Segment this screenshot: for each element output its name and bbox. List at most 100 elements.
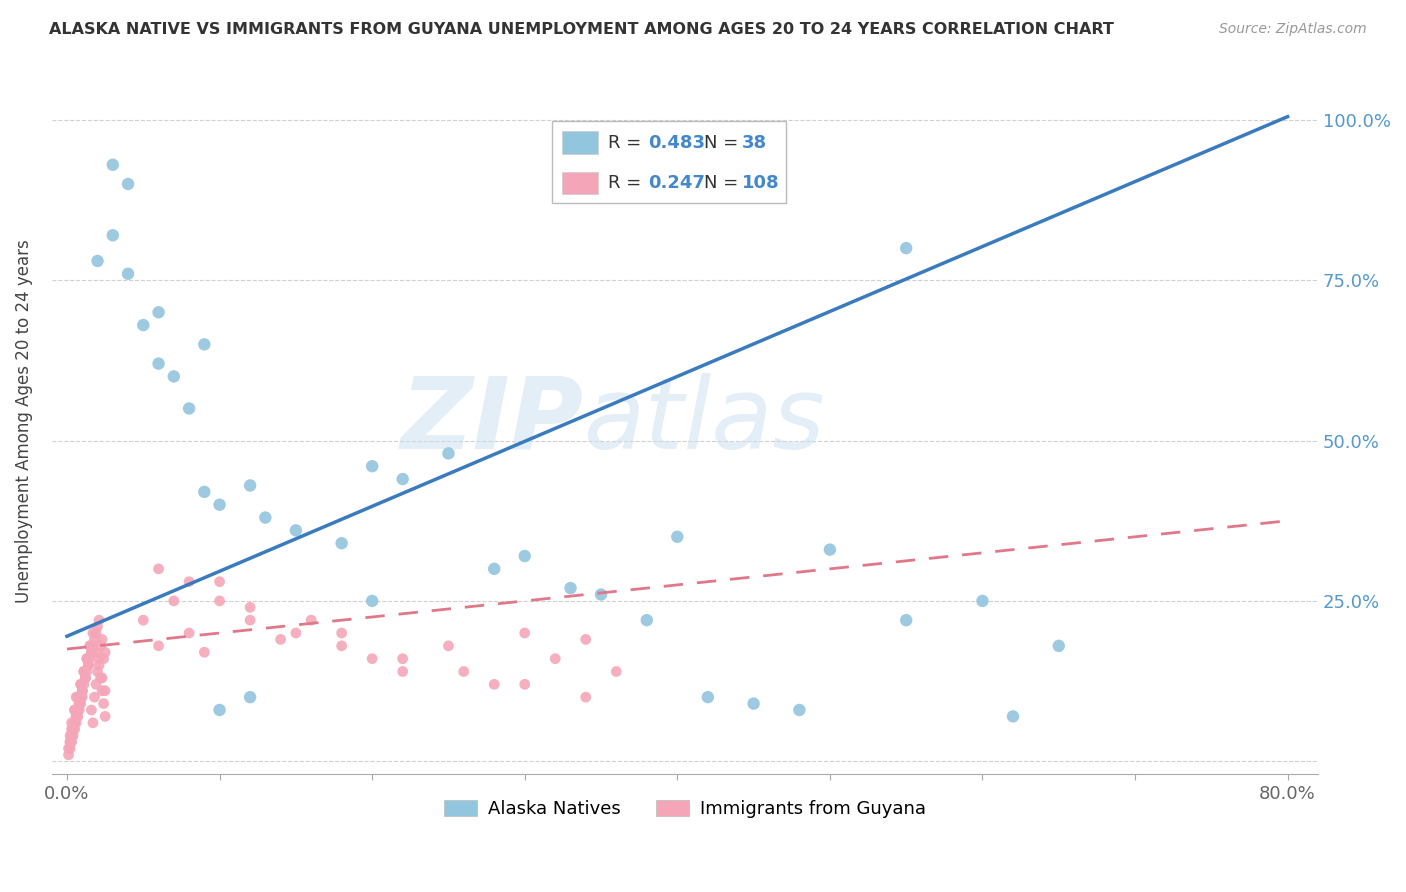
Point [87,613,110,627]
FancyBboxPatch shape [562,171,598,194]
Point [193,337,215,351]
Point [101,228,124,243]
Point [84,677,107,691]
Point [94,709,117,723]
Point [330,536,353,550]
Point [66,709,89,723]
Point [208,498,231,512]
Point [59,735,82,749]
Point [636,613,658,627]
Point [73,677,96,691]
Point [59,741,82,756]
Point [94,683,117,698]
Point [83,632,105,647]
Point [59,735,82,749]
Point [896,241,918,255]
Point [484,677,506,691]
Point [75,671,97,685]
Point [72,690,94,705]
Point [77,658,100,673]
Point [82,639,104,653]
Point [391,651,413,665]
Text: atlas: atlas [583,373,825,470]
Point [82,626,104,640]
Text: N =: N = [704,174,744,192]
Point [76,665,98,679]
Point [93,651,115,665]
Point [67,697,90,711]
Point [91,632,114,647]
Point [284,524,307,538]
Point [62,729,84,743]
Point [437,446,460,460]
Point [330,639,353,653]
Point [513,626,536,640]
Point [90,671,112,685]
Point [513,677,536,691]
Point [177,401,200,416]
Text: Source: ZipAtlas.com: Source: ZipAtlas.com [1219,22,1367,37]
Point [91,671,114,685]
Point [132,613,155,627]
Point [239,690,262,705]
Point [284,626,307,640]
Point [1047,639,1070,653]
Point [239,600,262,615]
Point [544,651,567,665]
Point [60,715,83,730]
Point [63,723,86,737]
Point [361,459,384,474]
Point [72,683,94,698]
Point [63,703,86,717]
Point [818,542,841,557]
Point [299,613,322,627]
Point [254,510,277,524]
Point [132,318,155,332]
Point [77,658,100,673]
Point [177,626,200,640]
Point [972,594,994,608]
Point [361,594,384,608]
Point [60,723,83,737]
Point [67,697,90,711]
Text: 38: 38 [742,134,768,152]
Point [80,645,103,659]
Point [239,613,262,627]
Point [60,735,83,749]
Point [63,703,86,717]
Point [86,665,108,679]
Point [58,741,80,756]
Point [83,690,105,705]
Text: 0.483: 0.483 [648,134,706,152]
Point [76,651,98,665]
FancyBboxPatch shape [562,131,598,154]
Point [87,658,110,673]
Point [62,723,84,737]
Point [67,697,90,711]
Text: 0.247: 0.247 [648,174,704,192]
Text: 108: 108 [742,174,779,192]
Point [193,645,215,659]
Point [148,357,170,371]
Point [789,703,811,717]
Text: N =: N = [704,134,744,152]
Point [330,626,353,640]
Point [193,484,215,499]
Point [79,639,101,653]
Point [1001,709,1024,723]
Point [239,478,262,492]
Point [82,715,104,730]
Point [72,683,94,698]
Point [62,723,84,737]
Point [65,690,87,705]
Point [437,639,460,653]
Point [59,729,82,743]
Point [63,715,86,730]
Point [84,626,107,640]
Point [742,697,765,711]
Point [93,697,115,711]
Point [75,671,97,685]
Point [69,677,91,691]
Text: R =: R = [607,174,647,192]
Point [391,472,413,486]
